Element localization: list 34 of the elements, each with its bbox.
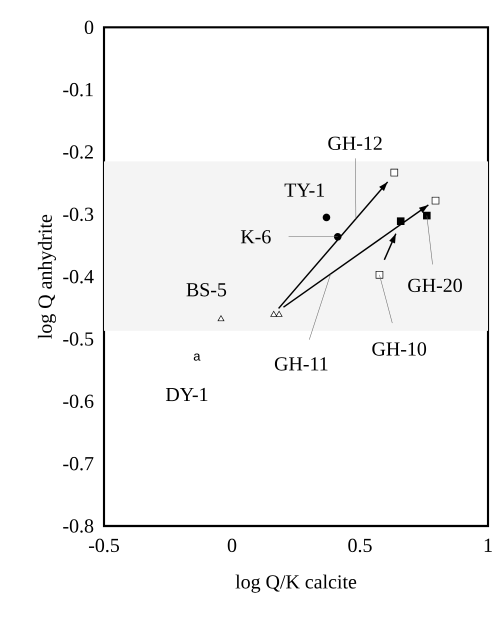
- annotation: a: [194, 353, 200, 361]
- point: [432, 196, 440, 204]
- point: [334, 232, 342, 241]
- annotation: GH-10: [372, 342, 426, 356]
- x-tick-label: 0.5: [348, 538, 372, 552]
- x-tick-label: 0: [228, 538, 236, 552]
- point: [270, 310, 278, 317]
- y-tick-label: -0.6: [63, 394, 94, 408]
- y-tick-label: -0.1: [63, 82, 93, 96]
- point: [276, 310, 282, 317]
- y-axis-title: log Q anhydrite: [38, 214, 56, 339]
- annotation: BS-5: [186, 283, 226, 296]
- y-tick-label: -0.2: [63, 145, 93, 159]
- point: [322, 214, 330, 222]
- point: [218, 315, 224, 322]
- y-tick-label: -0.8: [63, 519, 94, 533]
- annotation: GH-12: [328, 136, 382, 150]
- annotation: DY-1: [166, 388, 208, 402]
- y-tick-label: -0.5: [63, 332, 94, 346]
- point: [423, 212, 431, 220]
- x-tick-label: -0.5: [88, 538, 119, 552]
- y-tick-label: 0: [84, 20, 94, 34]
- x-axis-title: log Q/K calcite: [236, 574, 356, 593]
- point: [376, 271, 384, 279]
- y-tick-label: -0.7: [63, 456, 94, 470]
- annotation: GH-20: [408, 278, 462, 292]
- x-tick-label: 1: [484, 538, 492, 552]
- annotation: GH-11: [274, 357, 328, 371]
- point: [390, 168, 398, 176]
- y-tick-label: -0.4: [63, 270, 94, 284]
- annotation: TY-1: [284, 183, 324, 197]
- y-tick-label: -0.3: [63, 208, 94, 222]
- point: [396, 217, 404, 225]
- annotation: K-6: [240, 230, 271, 244]
